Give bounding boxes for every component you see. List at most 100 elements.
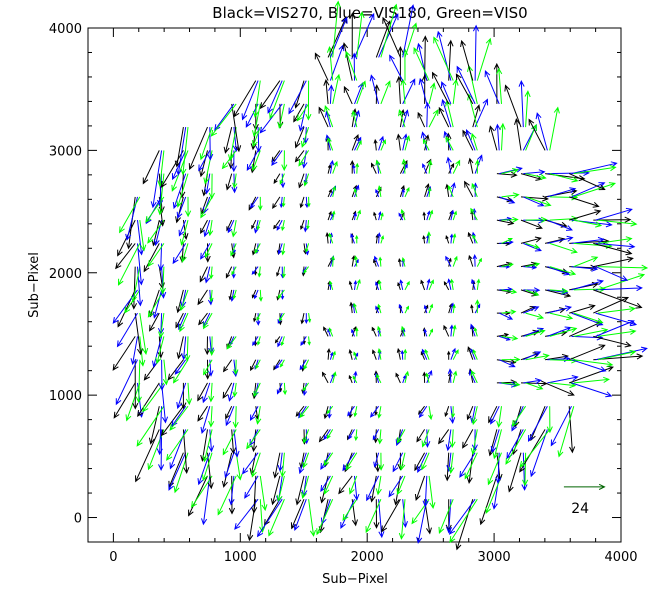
vector-arrow-vis270 [470,304,474,314]
y-axis-label: Sub−Pixel [27,252,42,318]
vector-arrow-vis0 [328,232,334,244]
vector-arrow-vis180 [152,336,163,368]
vector-arrow-vis0 [425,372,430,384]
vector-arrow-vis180 [231,173,238,194]
vector-arrow-vis0 [279,452,286,478]
vector-arrow-vis0 [573,376,610,384]
y-tick-label: 4000 [49,22,82,37]
vector-arrow-vis270 [126,196,136,250]
vector-arrow-vis270 [222,382,233,399]
vector-arrow-vis0 [323,452,334,467]
vector-arrow-vis270 [455,499,474,551]
vector-arrow-vis270 [298,173,305,189]
vector-arrow-vis0 [452,303,456,314]
vector-arrow-vis0 [179,312,189,333]
vector-arrow-vis180 [378,13,399,58]
vector-arrow-vis0 [452,210,457,221]
vector-arrow-vis0 [281,150,288,172]
vector-arrow-vis0 [499,122,506,151]
vector-arrow-vis270 [443,324,450,337]
vector-arrow-vis270 [414,475,426,501]
vector-arrow-vis180 [320,499,331,525]
vector-arrow-vis0 [377,347,382,360]
vector-arrow-vis270 [276,266,281,277]
vector-arrow-vis0 [246,429,261,450]
vector-arrow-vis180 [417,452,428,473]
vector-arrow-vis180 [449,233,454,244]
vector-arrow-vis0 [332,185,337,198]
vector-arrow-vis0 [428,406,433,421]
vector-arrow-vis180 [378,499,385,539]
vector-arrow-vis270 [417,111,426,128]
vector-arrow-vis180 [523,169,546,176]
vector-arrow-vis180 [470,323,476,337]
vector-arrow-vis180 [530,429,548,478]
vector-arrow-vis180 [136,266,144,307]
vector-arrow-vis180 [171,405,187,427]
vector-arrow-vis0 [401,325,406,337]
vector-arrow-vis0 [356,140,362,151]
vector-arrow-vis0 [251,452,261,478]
vector-arrow-vis180 [398,212,404,221]
vector-arrow-vis0 [549,242,578,254]
vector-arrow-vis270 [507,452,522,493]
vector-arrow-vis0 [235,452,243,481]
vector-arrow-vis270 [397,257,402,267]
vector-arrow-vis180 [250,196,259,209]
vector-arrow-vis0 [298,150,310,167]
vector-arrow-vis0 [155,336,165,365]
vector-arrow-vis0 [470,207,478,221]
vector-arrow-vis0 [257,196,263,211]
vector-arrow-vis0 [377,303,382,314]
vector-arrow-vis180 [523,378,542,385]
vector-arrow-vis0 [323,475,334,495]
vector-arrow-vis0 [296,103,310,122]
x-tick-label: 3000 [478,550,511,565]
vector-arrow-vis180 [267,80,283,114]
vector-arrow-vis270 [444,406,450,418]
vector-arrow-vis0 [452,78,459,104]
x-axis-label: Sub−Pixel [322,572,388,587]
vector-arrow-vis180 [523,264,538,270]
vector-arrow-vis0 [487,452,502,486]
vector-arrow-vis0 [352,375,358,384]
vector-arrow-vis0 [472,234,478,244]
vector-arrow-vis0 [549,173,579,183]
vector-arrow-vis0 [398,109,406,128]
vector-arrow-vis180 [595,207,633,221]
vector-arrow-vis270 [448,162,455,174]
vector-arrow-vis180 [595,312,638,327]
vector-arrow-vis180 [203,219,211,238]
vector-arrow-vis0 [208,336,215,357]
vector-arrow-vis180 [547,266,571,276]
vector-arrow-vis180 [354,109,361,128]
vector-arrow-vis270 [569,365,614,384]
vector-arrow-vis0 [256,312,261,321]
vector-arrow-vis0 [203,359,213,376]
vector-arrow-vis0 [276,475,285,502]
vector-arrow-vis270 [143,243,160,273]
vector-arrow-vis180 [242,452,259,475]
vector-arrow-vis0 [305,80,312,121]
vector-arrow-vis0 [169,405,189,431]
vector-arrow-vis0 [176,173,189,208]
vector-arrow-vis0 [464,452,478,480]
vector-arrow-vis270 [371,162,377,174]
vector-arrow-vis0 [549,357,578,364]
vector-arrow-vis0 [404,305,410,314]
vector-arrow-vis0 [142,382,165,413]
vector-arrow-vis0 [353,187,358,198]
vector-arrow-vis0 [525,382,544,390]
vector-arrow-vis180 [547,305,573,314]
vector-arrow-vis0 [474,159,480,174]
vector-arrow-vis270 [569,344,606,361]
vector-arrow-vis0 [280,359,285,368]
vector-arrow-vis180 [571,359,607,373]
vector-arrow-vis180 [116,312,138,348]
vector-arrow-vis0 [257,266,262,278]
vector-arrow-vis0 [428,303,434,314]
vector-arrow-vis270 [397,282,401,291]
vector-arrow-vis0 [597,219,638,227]
vector-arrow-vis0 [256,219,261,231]
vector-arrow-vis180 [225,406,235,427]
